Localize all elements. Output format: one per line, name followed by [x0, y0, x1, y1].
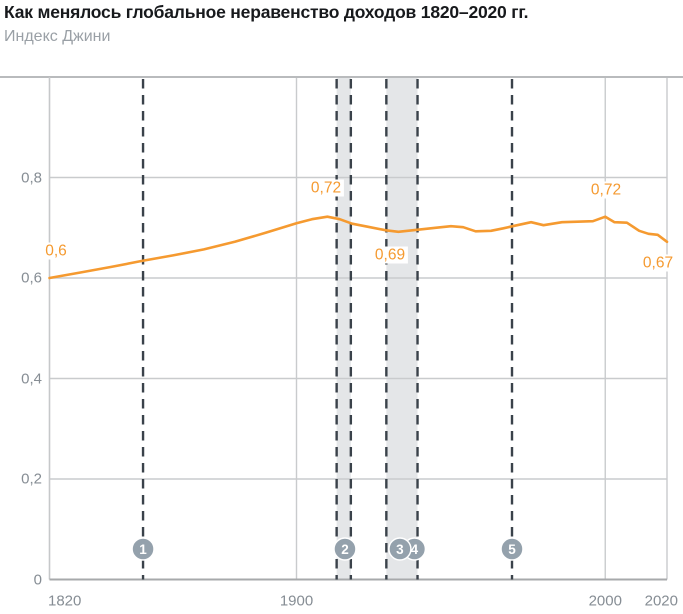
event-marker-number-2[interactable]: 2	[341, 542, 349, 557]
event-marker-number-4[interactable]: 4	[411, 542, 419, 557]
event-marker-2[interactable]	[333, 537, 357, 561]
event-marker-number-1[interactable]: 1	[139, 542, 147, 557]
event-marker-1[interactable]	[131, 537, 155, 561]
highlight-band-1	[336, 77, 351, 580]
event-marker-5[interactable]	[500, 537, 524, 561]
page-subtitle: Индекс Джини	[4, 28, 111, 45]
event-marker-number-5[interactable]: 5	[508, 542, 516, 557]
event-marker-3[interactable]	[388, 537, 412, 561]
gini-line-series	[48, 215, 669, 280]
event-marker-number-3[interactable]: 3	[396, 542, 404, 557]
page-title: Как менялось глобальное неравенство дохо…	[4, 2, 529, 22]
highlight-band-2	[386, 77, 418, 580]
